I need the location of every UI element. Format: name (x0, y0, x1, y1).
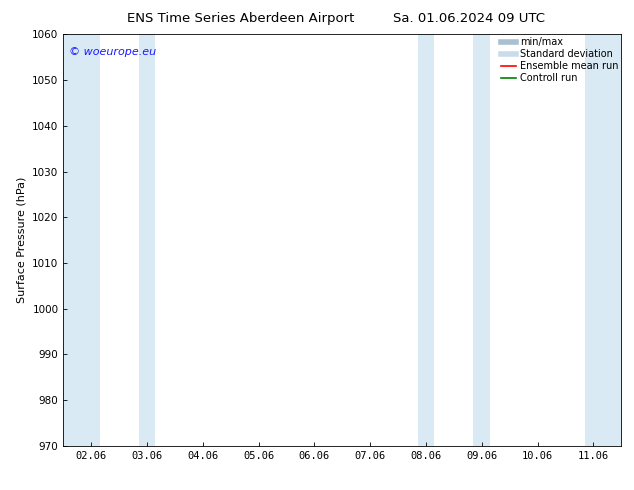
Text: © woeurope.eu: © woeurope.eu (69, 47, 156, 57)
Y-axis label: Surface Pressure (hPa): Surface Pressure (hPa) (16, 177, 27, 303)
Text: ENS Time Series Aberdeen Airport: ENS Time Series Aberdeen Airport (127, 12, 354, 25)
Bar (585, 34, 621, 446)
Text: Sa. 01.06.2024 09 UTC: Sa. 01.06.2024 09 UTC (393, 12, 545, 25)
Bar (139, 34, 155, 446)
Bar (418, 34, 434, 446)
Title: ENS Time Series Aberdeen Airport     Sa. 01.06.2024 09 UTC: ENS Time Series Aberdeen Airport Sa. 01.… (0, 489, 1, 490)
Bar (474, 34, 490, 446)
Legend: min/max, Standard deviation, Ensemble mean run, Controll run: min/max, Standard deviation, Ensemble me… (501, 37, 618, 83)
Bar (63, 34, 100, 446)
